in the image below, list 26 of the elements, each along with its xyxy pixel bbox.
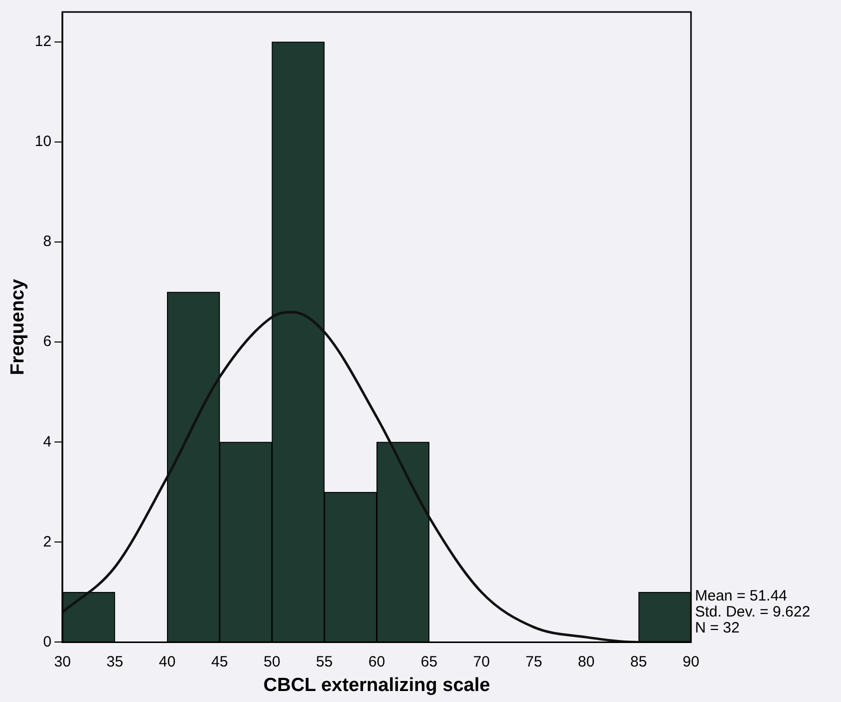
x-tick-label: 40 (158, 653, 176, 670)
text: Mean = 51.44 (695, 587, 788, 604)
x-tick-label: 90 (682, 653, 700, 670)
text: Std. Dev. = 9.622 (695, 603, 810, 620)
y-tick-label: 4 (43, 433, 52, 450)
x-tick-label: 85 (630, 653, 647, 670)
y-tick-label: 0 (43, 633, 52, 650)
y-tick-label: 2 (43, 533, 52, 550)
x-tick-label: 55 (316, 653, 333, 670)
x-tick-label: 60 (368, 653, 386, 670)
x-tick-label: 70 (473, 653, 490, 670)
x-tick-label: 75 (526, 653, 542, 670)
y-tick-label: 10 (34, 133, 52, 150)
x-tick-label: 45 (211, 653, 228, 670)
x-tick-label: 65 (420, 653, 438, 670)
line-series (62, 310, 691, 642)
x-tick-label: 30 (54, 653, 71, 670)
y-axis-title: Frequency (8, 278, 29, 376)
y-tick-label: 6 (43, 333, 52, 350)
x-tick-label: 50 (264, 653, 280, 670)
x-tick-label: 80 (578, 653, 595, 670)
x-axis-title: CBCL externalizing scale (263, 674, 490, 696)
y-tick-label: 12 (34, 33, 52, 50)
text: N = 32 (695, 619, 740, 636)
y-tick-label: 8 (43, 233, 52, 250)
x-tick-label: 35 (106, 653, 124, 670)
